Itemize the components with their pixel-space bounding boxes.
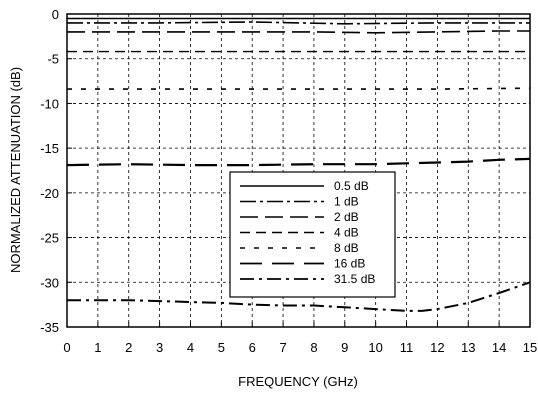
x-tick-label: 4 (187, 340, 194, 355)
legend-label: 0.5 dB (334, 179, 369, 193)
legend-label: 16 dB (334, 257, 365, 271)
plot-area-frame (66, 13, 531, 328)
x-tick-label: 14 (492, 340, 506, 355)
legend-box (229, 171, 396, 298)
y-tick-label: -25 (40, 231, 59, 246)
x-axis-ticks: 0 1 2 3 4 5 6 7 8 9 10 11 12 13 14 15 (63, 322, 537, 355)
series-line (67, 87, 531, 90)
y-tick-label: 0 (52, 7, 59, 22)
x-tick-label: 3 (156, 340, 163, 355)
x-tick-label: 6 (249, 340, 256, 355)
x-tick-label: 5 (218, 340, 225, 355)
y-tick-label: -30 (40, 275, 59, 290)
x-axis-title: FREQUENCY (GHz) (238, 374, 358, 389)
legend-label: 31.5 dB (334, 272, 375, 286)
x-tick-label: 8 (310, 340, 317, 355)
x-tick-label: 15 (523, 340, 537, 355)
series-line (67, 281, 531, 312)
legend-label: 2 dB (334, 210, 359, 224)
x-tick-label: 13 (461, 340, 475, 355)
y-tick-label: -35 (40, 320, 59, 335)
y-axis-ticks: 0 -5 -10 -15 -20 -25 -30 -35 (40, 7, 72, 335)
x-tick-label: 1 (94, 340, 101, 355)
y-tick-label: -5 (47, 52, 59, 67)
x-tick-label: 2 (125, 340, 132, 355)
y-tick-label: -20 (40, 186, 59, 201)
x-tick-label: 12 (430, 340, 444, 355)
x-tick-label: 11 (400, 340, 414, 355)
x-tick-label: 0 (63, 340, 70, 355)
x-tick-label: 10 (368, 340, 382, 355)
series-line (66, 157, 531, 167)
legend-label: 1 dB (334, 195, 359, 209)
x-tick-label: 9 (341, 340, 348, 355)
series-line (67, 30, 530, 34)
legend-label: 8 dB (334, 241, 359, 255)
y-tick-label: -10 (40, 96, 59, 111)
series-line (67, 21, 530, 25)
y-axis-title: NORMALIZED ATTENUATION (dB) (8, 67, 23, 273)
y-tick-label: -15 (40, 141, 59, 156)
series-lines (66, 17, 531, 312)
x-tick-label: 7 (279, 340, 286, 355)
legend-label: 4 dB (334, 226, 359, 240)
